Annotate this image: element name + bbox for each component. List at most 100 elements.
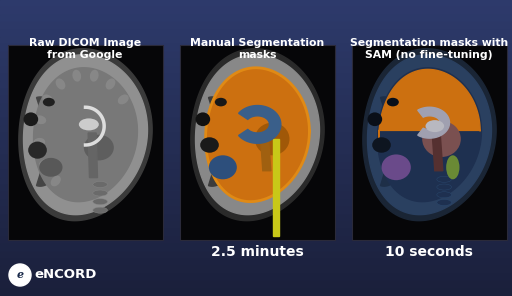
Polygon shape xyxy=(239,106,281,143)
Ellipse shape xyxy=(118,94,129,104)
Polygon shape xyxy=(260,133,271,171)
Bar xyxy=(0,0,512,7)
Polygon shape xyxy=(368,55,492,215)
Bar xyxy=(0,22,512,30)
Ellipse shape xyxy=(93,190,108,196)
Text: 2.5 minutes: 2.5 minutes xyxy=(210,245,304,259)
Polygon shape xyxy=(432,133,443,171)
Ellipse shape xyxy=(215,98,227,106)
Polygon shape xyxy=(19,49,152,221)
Bar xyxy=(0,104,512,111)
Ellipse shape xyxy=(51,176,61,186)
Bar xyxy=(0,252,512,259)
Polygon shape xyxy=(24,55,147,215)
Bar xyxy=(0,200,512,207)
Bar xyxy=(0,7,512,15)
Bar xyxy=(0,185,512,192)
Bar xyxy=(0,30,512,37)
Bar xyxy=(0,59,512,67)
Ellipse shape xyxy=(196,112,210,126)
Bar xyxy=(0,163,512,170)
Polygon shape xyxy=(206,68,309,202)
Ellipse shape xyxy=(33,138,45,147)
Polygon shape xyxy=(36,97,63,186)
Ellipse shape xyxy=(84,135,114,160)
Ellipse shape xyxy=(372,137,391,153)
Ellipse shape xyxy=(437,176,452,182)
Bar xyxy=(0,15,512,22)
Ellipse shape xyxy=(422,121,461,157)
Bar xyxy=(0,229,512,237)
Ellipse shape xyxy=(200,137,219,153)
Ellipse shape xyxy=(93,199,108,205)
Circle shape xyxy=(9,264,31,286)
Bar xyxy=(0,155,512,163)
Bar xyxy=(0,178,512,185)
Bar xyxy=(0,222,512,229)
Bar xyxy=(0,118,512,126)
Ellipse shape xyxy=(425,120,444,132)
Ellipse shape xyxy=(42,94,53,104)
Ellipse shape xyxy=(105,78,115,90)
Ellipse shape xyxy=(90,70,99,82)
Bar xyxy=(0,133,512,141)
Ellipse shape xyxy=(39,159,50,168)
Ellipse shape xyxy=(28,141,47,159)
Ellipse shape xyxy=(93,181,108,187)
Bar xyxy=(0,281,512,289)
Ellipse shape xyxy=(24,112,38,126)
Bar xyxy=(0,141,512,148)
Ellipse shape xyxy=(368,112,382,126)
Ellipse shape xyxy=(56,78,66,90)
Bar xyxy=(0,81,512,89)
Bar xyxy=(0,111,512,118)
Polygon shape xyxy=(379,69,480,138)
Ellipse shape xyxy=(255,123,289,155)
Text: Raw DICOM Image
from Google: Raw DICOM Image from Google xyxy=(29,38,141,60)
Polygon shape xyxy=(380,97,408,186)
Polygon shape xyxy=(34,68,137,202)
Ellipse shape xyxy=(437,192,452,198)
Bar xyxy=(0,237,512,244)
Ellipse shape xyxy=(72,70,81,82)
Bar xyxy=(0,289,512,296)
Text: Segmentation masks with
SAM (no fine-tuning): Segmentation masks with SAM (no fine-tun… xyxy=(350,38,508,60)
Ellipse shape xyxy=(446,155,459,179)
Ellipse shape xyxy=(209,155,237,179)
Bar xyxy=(0,192,512,200)
Bar xyxy=(0,67,512,74)
Polygon shape xyxy=(191,49,324,221)
Polygon shape xyxy=(377,68,481,202)
Polygon shape xyxy=(88,133,97,178)
Bar xyxy=(0,244,512,252)
Ellipse shape xyxy=(381,155,411,180)
Bar xyxy=(0,266,512,274)
Ellipse shape xyxy=(34,115,46,124)
Polygon shape xyxy=(418,107,450,138)
Bar xyxy=(0,259,512,266)
Ellipse shape xyxy=(437,184,452,190)
Bar xyxy=(0,274,512,281)
Ellipse shape xyxy=(387,98,399,106)
Bar xyxy=(0,44,512,52)
Bar xyxy=(8,45,163,240)
Bar xyxy=(0,96,512,104)
Text: eNCORD: eNCORD xyxy=(34,268,96,281)
Bar xyxy=(0,148,512,155)
Ellipse shape xyxy=(93,207,108,213)
Polygon shape xyxy=(273,139,279,236)
Bar xyxy=(0,37,512,44)
Bar xyxy=(0,74,512,81)
Bar xyxy=(352,45,507,240)
Bar xyxy=(180,45,335,240)
Bar xyxy=(0,207,512,215)
Ellipse shape xyxy=(79,118,99,131)
Ellipse shape xyxy=(437,200,452,205)
Polygon shape xyxy=(196,55,319,215)
Text: e: e xyxy=(16,269,24,281)
Bar xyxy=(0,170,512,178)
Polygon shape xyxy=(363,49,496,221)
Ellipse shape xyxy=(39,158,62,177)
Bar xyxy=(0,215,512,222)
Bar xyxy=(0,89,512,96)
